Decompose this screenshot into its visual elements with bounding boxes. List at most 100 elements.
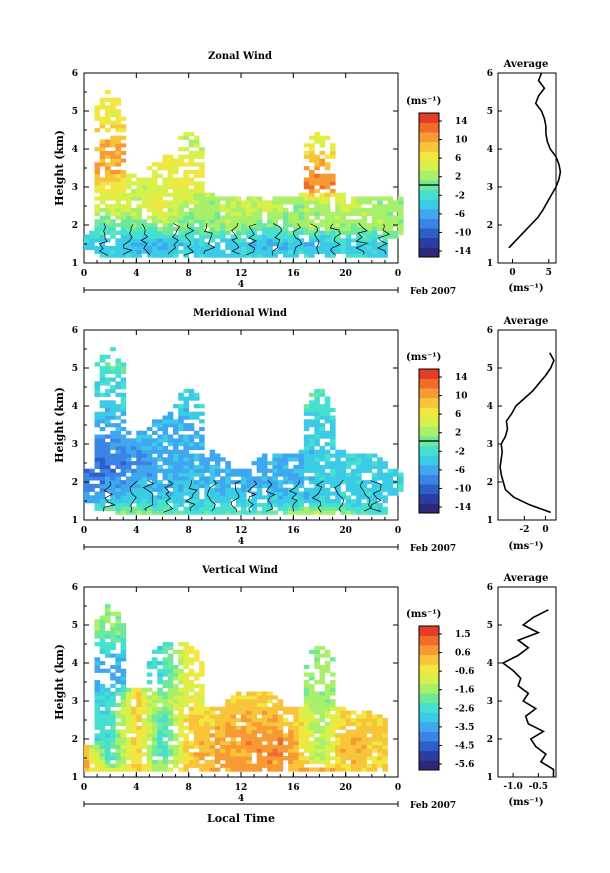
- heatmap-cell: [136, 434, 142, 439]
- heatmap-cell: [356, 506, 362, 511]
- heatmap-cell: [157, 438, 163, 443]
- heatmap-cell: [157, 714, 163, 719]
- heatmap-cell: [319, 181, 326, 186]
- heatmap-cell: [193, 483, 200, 489]
- heatmap-cell: [99, 400, 106, 405]
- heatmap-cell: [136, 196, 142, 201]
- heatmap-cell: [183, 695, 189, 700]
- heatmap-cell: [204, 461, 210, 466]
- heatmap-cell: [94, 710, 101, 715]
- heatmap-cell: [277, 249, 284, 254]
- heatmap-cell: [131, 230, 137, 235]
- heatmap-cell: [293, 483, 299, 489]
- heatmap-cell: [141, 487, 148, 492]
- heatmap-cell: [230, 767, 237, 772]
- heatmap-cell: [136, 453, 142, 458]
- heatmap-cell: [277, 464, 284, 470]
- heatmap-cell: [220, 487, 226, 492]
- colorbar-tick-label: 14: [455, 373, 468, 383]
- heatmap-cell: [99, 143, 106, 148]
- heatmap-cell: [141, 185, 148, 190]
- heatmap-cell: [235, 230, 242, 235]
- heatmap-cell: [136, 438, 142, 443]
- heatmap-cell: [209, 215, 216, 220]
- heatmap-cell: [345, 714, 352, 719]
- heatmap-cell: [324, 491, 331, 496]
- heatmap-cell: [110, 347, 116, 352]
- heatmap-cell: [204, 721, 210, 727]
- heatmap-cell: [199, 702, 205, 708]
- heatmap-cell: [120, 642, 127, 647]
- heatmap-cell: [309, 706, 315, 711]
- heatmap-cell: [104, 604, 111, 609]
- heatmap-cell: [110, 150, 116, 156]
- heatmap-cell: [99, 619, 106, 624]
- heatmap-cell: [136, 442, 142, 447]
- heatmap-cell: [293, 752, 299, 757]
- heatmap-cell: [319, 388, 326, 394]
- heatmap-cell: [136, 476, 142, 481]
- heatmap-cell: [110, 219, 116, 224]
- heatmap-cell: [303, 449, 310, 454]
- heatmap-cell: [110, 611, 116, 616]
- heatmap-cell: [345, 219, 352, 224]
- heatmap-cell: [178, 499, 184, 504]
- heatmap-cell: [366, 453, 373, 458]
- heatmap-cell: [309, 143, 315, 148]
- heatmap-cell: [110, 385, 116, 390]
- heatmap-cell: [303, 729, 310, 734]
- heatmap-cell: [104, 215, 111, 220]
- heatmap-cell: [267, 253, 273, 258]
- heatmap-cell: [115, 638, 121, 643]
- heatmap-cell: [214, 483, 221, 489]
- heatmap-cell: [141, 737, 148, 742]
- heatmap-cell: [309, 695, 315, 700]
- heatmap-cell: [146, 672, 153, 677]
- heatmap-cell: [125, 207, 132, 213]
- heatmap-cell: [120, 407, 127, 413]
- heatmap-cell: [178, 407, 184, 413]
- heatmap-cell: [131, 442, 137, 447]
- heatmap-cell: [99, 147, 106, 152]
- heatmap-cell: [104, 668, 111, 673]
- heatmap-cell: [314, 510, 320, 515]
- heatmap-cell: [246, 196, 252, 201]
- heatmap-cell: [193, 219, 200, 224]
- heatmap-cell: [167, 169, 174, 175]
- x-tick-label: 4: [133, 269, 139, 279]
- heatmap-cell: [261, 702, 268, 708]
- heatmap-cell: [99, 97, 106, 102]
- heatmap-cell: [162, 683, 169, 689]
- heatmap-cell: [173, 219, 179, 224]
- colorbar-segment: [419, 397, 439, 408]
- heatmap-cell: [256, 226, 263, 232]
- heatmap-cell: [277, 767, 284, 772]
- heatmap-cell: [230, 211, 237, 216]
- heatmap-cell: [272, 223, 278, 228]
- heatmap-cell: [361, 461, 367, 466]
- heatmap-cell: [193, 699, 200, 704]
- heatmap-cell: [251, 691, 258, 696]
- heatmap-cell: [115, 245, 121, 251]
- heatmap-cell: [131, 487, 137, 492]
- heatmap-cell: [183, 506, 189, 511]
- heatmap-cell: [157, 645, 163, 651]
- heatmap-cell: [94, 737, 101, 742]
- heatmap-cell: [246, 472, 252, 477]
- heatmap-cell: [261, 737, 268, 742]
- heatmap-cell: [251, 211, 258, 216]
- heatmap-cell: [303, 499, 310, 504]
- heatmap-cell: [173, 181, 179, 186]
- y-tick-label: 6: [72, 69, 78, 79]
- heatmap-cell: [251, 491, 258, 496]
- heatmap-cell: [120, 426, 127, 432]
- colorbar-segment: [419, 645, 439, 656]
- heatmap-cell: [99, 177, 106, 182]
- heatmap-cell: [152, 472, 158, 477]
- heatmap-cell: [319, 664, 326, 670]
- heatmap-cell: [193, 468, 200, 473]
- heatmap-cell: [99, 116, 106, 121]
- heatmap-cell: [115, 445, 121, 451]
- heatmap-cell: [319, 207, 326, 213]
- heatmap-cell: [167, 676, 174, 681]
